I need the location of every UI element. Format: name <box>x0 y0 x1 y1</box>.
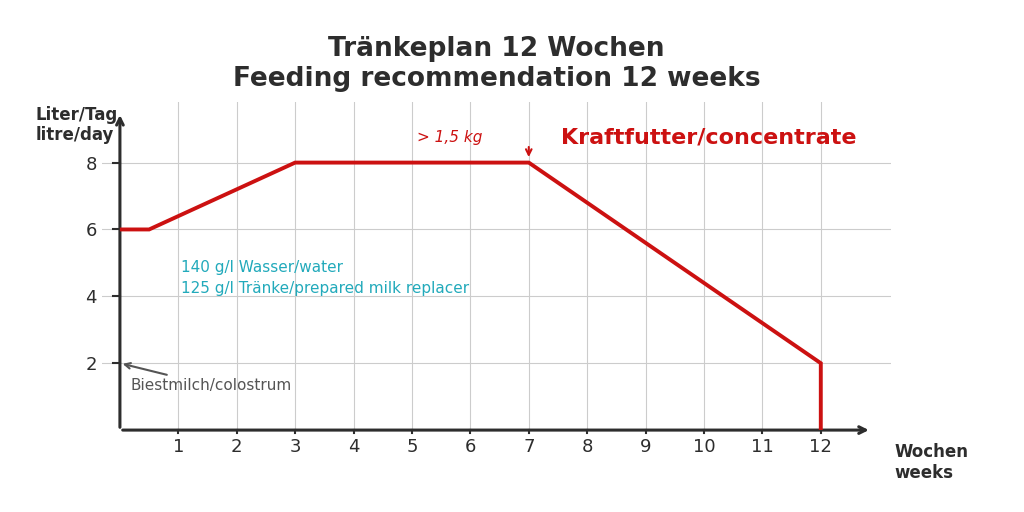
Text: Kraftfutter/concentrate: Kraftfutter/concentrate <box>561 127 856 147</box>
Text: Wochen
weeks: Wochen weeks <box>895 443 969 482</box>
Text: Biestmilch/colostrum: Biestmilch/colostrum <box>125 363 292 393</box>
Title: Tränkeplan 12 Wochen
Feeding recommendation 12 weeks: Tränkeplan 12 Wochen Feeding recommendat… <box>232 36 761 92</box>
Text: 125 g/l Tränke/prepared milk replacer: 125 g/l Tränke/prepared milk replacer <box>181 281 469 296</box>
Text: > 1,5 kg: > 1,5 kg <box>417 130 482 145</box>
Text: Liter/Tag
litre/day: Liter/Tag litre/day <box>36 105 118 144</box>
Text: 140 g/l Wasser/water: 140 g/l Wasser/water <box>181 260 343 274</box>
